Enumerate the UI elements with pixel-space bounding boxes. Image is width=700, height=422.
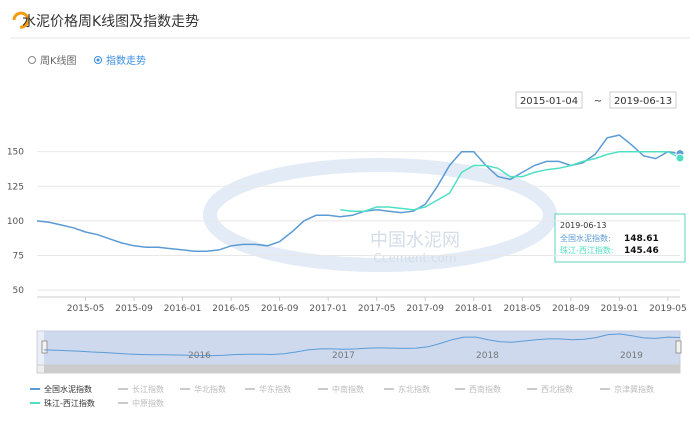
y-tick-label: 50 xyxy=(13,286,25,296)
x-tick-label: 2017-01 xyxy=(309,304,347,314)
x-tick-label: 2018-01 xyxy=(455,304,493,314)
x-tick-label: 2016-09 xyxy=(261,304,299,314)
watermark-ring xyxy=(203,158,557,272)
x-tick-label: 2018-05 xyxy=(503,304,541,314)
tooltip xyxy=(554,213,686,263)
navigator-label: 2017 xyxy=(332,351,355,361)
legend-item[interactable]: 京津冀指数 xyxy=(614,384,654,394)
navigator-label: 2019 xyxy=(620,351,643,361)
tooltip-value: 148.61 xyxy=(624,234,659,244)
legend-item[interactable]: 西南指数 xyxy=(469,384,501,394)
legend-item[interactable]: 长江指数 xyxy=(132,384,164,394)
x-tick-label: 2017-09 xyxy=(406,304,444,314)
radio[interactable] xyxy=(94,56,102,64)
date-from: 2015-01-04 xyxy=(520,96,578,107)
x-tick-label: 2019-01 xyxy=(601,304,639,314)
date-input[interactable] xyxy=(609,91,677,109)
y-tick-label: 150 xyxy=(7,148,24,158)
y-tick-label: 100 xyxy=(7,217,24,227)
navigator-handle[interactable] xyxy=(41,340,48,354)
legend-item[interactable]: 珠江-西江指数 xyxy=(44,398,95,408)
x-tick-label: 2016-05 xyxy=(212,304,250,314)
legend-item[interactable]: 中原指数 xyxy=(132,398,164,408)
y-tick-label: 75 xyxy=(13,251,24,261)
point xyxy=(675,153,685,163)
legend-item[interactable]: 东北指数 xyxy=(398,384,430,394)
legend-item[interactable]: 西北指数 xyxy=(541,384,573,394)
navigator-label: 2016 xyxy=(188,351,211,361)
tooltip-label: 珠江-西江指数: xyxy=(560,245,614,255)
x-tick-label: 2015-05 xyxy=(67,304,105,314)
x-tick-label: 2015-09 xyxy=(115,304,153,314)
x-tick-label: 2017-05 xyxy=(358,304,396,314)
date-input[interactable] xyxy=(515,91,583,109)
legend-item[interactable]: 华东指数 xyxy=(259,384,291,394)
tab[interactable]: 周K线图 xyxy=(40,54,77,67)
scrollbar-thumb[interactable] xyxy=(44,365,680,373)
navigator-label: 2018 xyxy=(476,351,499,361)
date-sep: ~ xyxy=(594,96,602,107)
watermark: 中国水泥网 xyxy=(370,230,460,251)
legend-item[interactable]: 中南指数 xyxy=(332,384,364,394)
title: 水泥价格周K线图及指数走势 xyxy=(22,14,199,30)
y-tick-label: 125 xyxy=(7,182,24,192)
radio-dot xyxy=(96,58,100,62)
navigator-handle[interactable] xyxy=(675,340,682,354)
legend-item[interactable]: 全国水泥指数 xyxy=(44,384,92,394)
tooltip-value: 145.46 xyxy=(624,246,659,256)
radio[interactable] xyxy=(28,56,36,64)
x-tick-label: 2016-01 xyxy=(164,304,202,314)
legend-item[interactable]: 华北指数 xyxy=(194,384,226,394)
tooltip-label: 全国水泥指数: xyxy=(560,233,611,243)
logo xyxy=(12,11,30,29)
tab[interactable]: 指数走势 xyxy=(106,54,146,67)
watermark: Ccement.com xyxy=(373,251,456,265)
date-to: 2019-06-13 xyxy=(614,96,672,107)
x-tick-label: 2018-09 xyxy=(552,304,590,314)
series-line xyxy=(340,150,681,212)
x-tick-label: 2019-05 xyxy=(649,304,687,314)
navigator-line xyxy=(43,333,681,357)
tooltip-date: 2019-06-13 xyxy=(560,221,607,230)
